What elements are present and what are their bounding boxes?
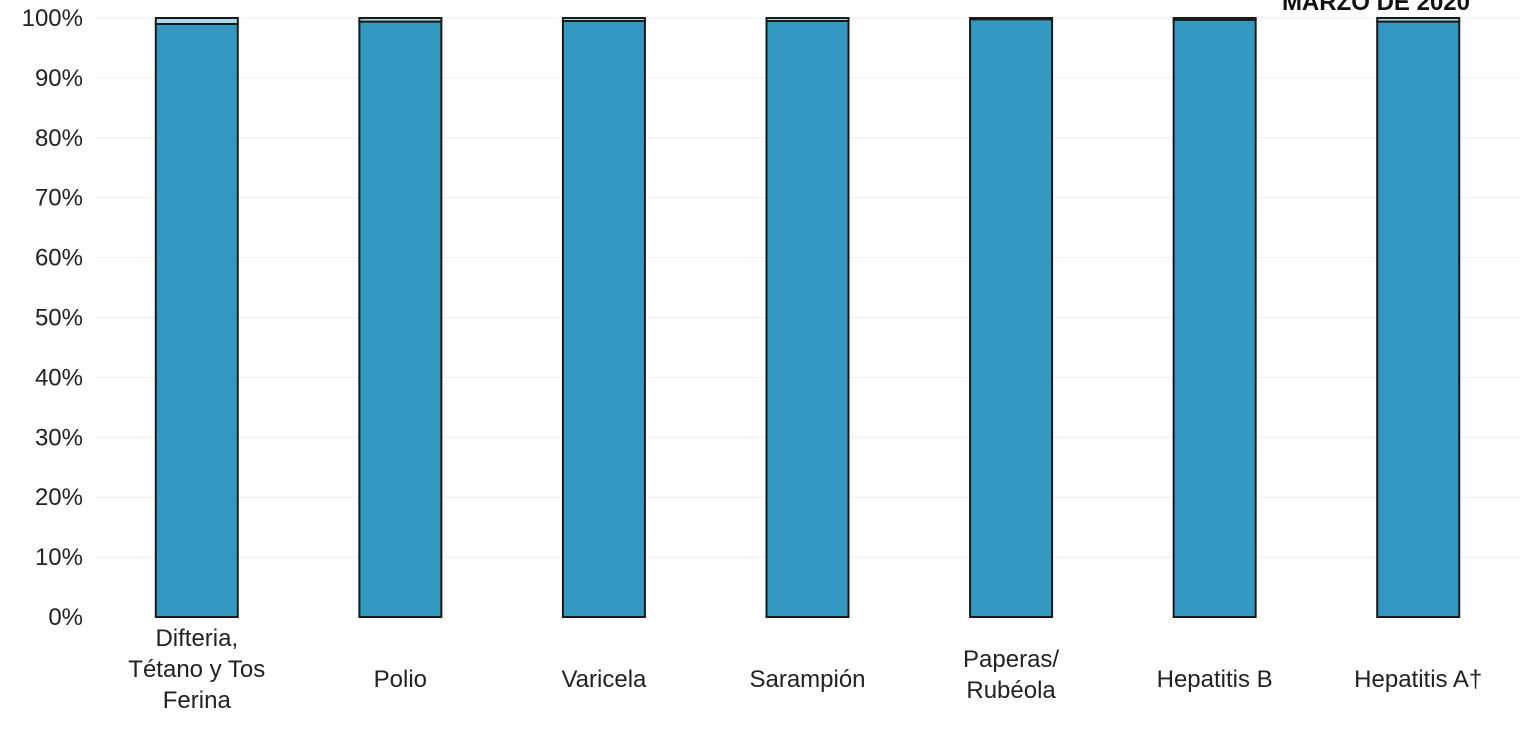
y-tick-label: 0% <box>48 604 83 631</box>
x-category-label-line: Rubéola <box>966 677 1056 704</box>
y-tick-label: 30% <box>35 424 83 451</box>
bar-segment-main <box>154 22 239 619</box>
y-tick-label: 70% <box>35 185 83 212</box>
x-category-label-line: Difteria, <box>155 625 238 652</box>
x-category-label: Paperas/Rubéola <box>963 646 1059 704</box>
bar-segment-main <box>561 19 646 619</box>
bars <box>154 17 1461 619</box>
y-tick-label: 100% <box>22 5 83 32</box>
bar-segment-top <box>1376 17 1461 23</box>
bar-segment-main <box>1172 18 1257 619</box>
y-tick-label: 60% <box>35 245 83 272</box>
bar-segment-main <box>358 20 443 619</box>
x-category-label-line: Ferina <box>163 687 232 714</box>
y-tick-label: 50% <box>35 305 83 332</box>
x-category-label-line: Hepatitis A† <box>1354 666 1482 693</box>
y-tick-label: 40% <box>35 364 83 391</box>
chart-title: MARZO DE 2020 <box>1282 0 1470 16</box>
x-category-label: Sarampión <box>749 666 865 693</box>
x-axis: Difteria, Tétano y Tos Ferina Polio Varicela… <box>128 625 1482 714</box>
bar-segment-main <box>765 19 850 619</box>
x-category-label-line: Tétano y Tos <box>128 656 265 683</box>
x-category-label-line: Sarampión <box>749 666 865 693</box>
x-category-label-line: Hepatitis B <box>1157 666 1273 693</box>
x-category-label: Hepatitis A† <box>1354 666 1482 693</box>
bar-segment-main <box>969 18 1054 619</box>
bar-segment-top <box>154 17 239 25</box>
bar-segment-top <box>1172 17 1257 21</box>
x-category-label: Difteria, Tétano y Tos Ferina <box>128 625 265 714</box>
bar-segment-top <box>358 17 443 23</box>
bar-segment-top <box>969 17 1054 21</box>
bar-segment-main <box>1376 20 1461 619</box>
x-category-label: Varicela <box>561 666 647 693</box>
x-category-label-line: Varicela <box>561 666 647 693</box>
y-tick-label: 80% <box>35 125 83 152</box>
y-tick-label: 10% <box>35 544 83 571</box>
bar-segment-top <box>765 17 850 22</box>
x-category-label-line: Paperas/ <box>963 646 1059 673</box>
x-category-label: Hepatitis B <box>1157 666 1273 693</box>
x-category-label: Polio <box>374 666 427 693</box>
bar-segment-top <box>561 17 646 22</box>
y-tick-label: 20% <box>35 484 83 511</box>
y-axis: 0% 10% 20% 30% 40% 50% 60% 70% 80% 90% 100% <box>22 5 83 631</box>
y-tick-label: 90% <box>35 65 83 92</box>
x-category-label-line: Polio <box>374 666 427 693</box>
